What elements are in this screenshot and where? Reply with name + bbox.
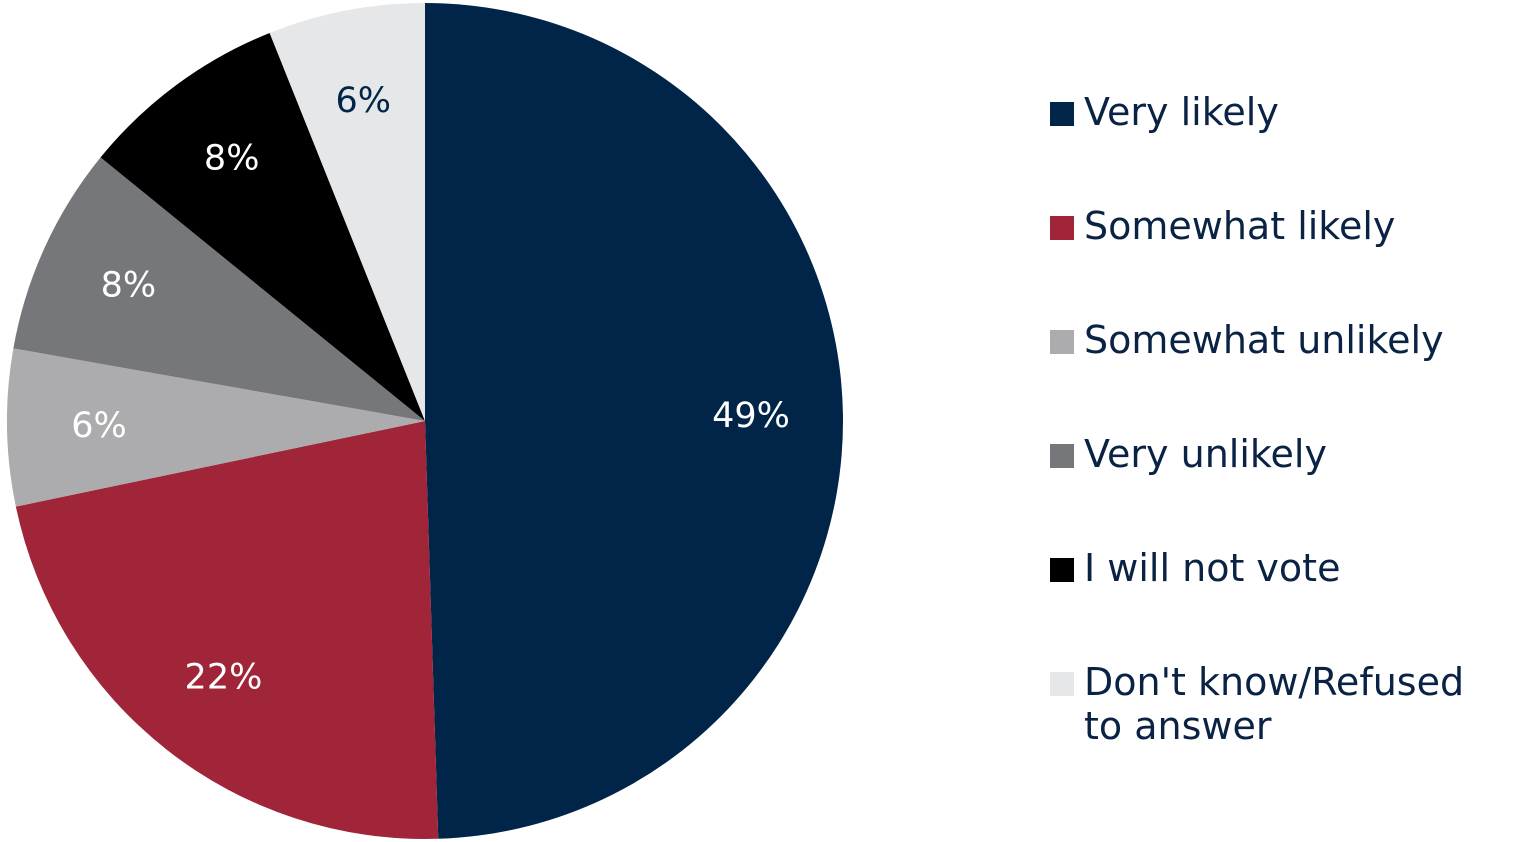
legend-item: Somewhat unlikely xyxy=(1050,318,1516,432)
pie-slice xyxy=(13,157,425,421)
legend-item: Very likely xyxy=(1050,90,1516,204)
legend-swatch xyxy=(1050,444,1074,468)
slice-data-label: 8% xyxy=(204,138,260,178)
pie-slice xyxy=(425,3,844,839)
pie-slice xyxy=(269,3,425,421)
legend-label: I will not vote xyxy=(1084,546,1341,590)
legend-label: Very unlikely xyxy=(1084,432,1327,476)
pie-slice xyxy=(15,421,439,839)
legend-swatch xyxy=(1050,558,1074,582)
legend-swatch xyxy=(1050,216,1074,240)
legend-swatch xyxy=(1050,102,1074,126)
pie-slice xyxy=(6,348,425,507)
legend-label: Don't know/Refused to answer xyxy=(1084,660,1465,748)
legend-swatch xyxy=(1050,672,1074,696)
legend-item: Don't know/Refused to answer xyxy=(1050,660,1516,774)
legend-label: Very likely xyxy=(1084,90,1279,134)
slice-data-label: 6% xyxy=(336,81,392,121)
legend-label: Somewhat likely xyxy=(1084,204,1396,248)
slice-data-label: 49% xyxy=(712,396,790,436)
pie-slice xyxy=(100,32,426,422)
pie-chart: 49% 22% 6% 8% 8% 6% xyxy=(6,3,844,839)
slice-data-label: 8% xyxy=(101,266,157,306)
legend-item: Somewhat likely xyxy=(1050,204,1516,318)
legend-item: Very unlikely xyxy=(1050,432,1516,546)
chart-legend: Very likely Somewhat likely Somewhat unlik… xyxy=(1050,90,1516,774)
slice-data-label: 6% xyxy=(71,406,127,446)
legend-item: I will not vote xyxy=(1050,546,1516,660)
legend-label: Somewhat unlikely xyxy=(1084,318,1444,362)
slice-data-label: 22% xyxy=(185,657,263,697)
legend-swatch xyxy=(1050,330,1074,354)
